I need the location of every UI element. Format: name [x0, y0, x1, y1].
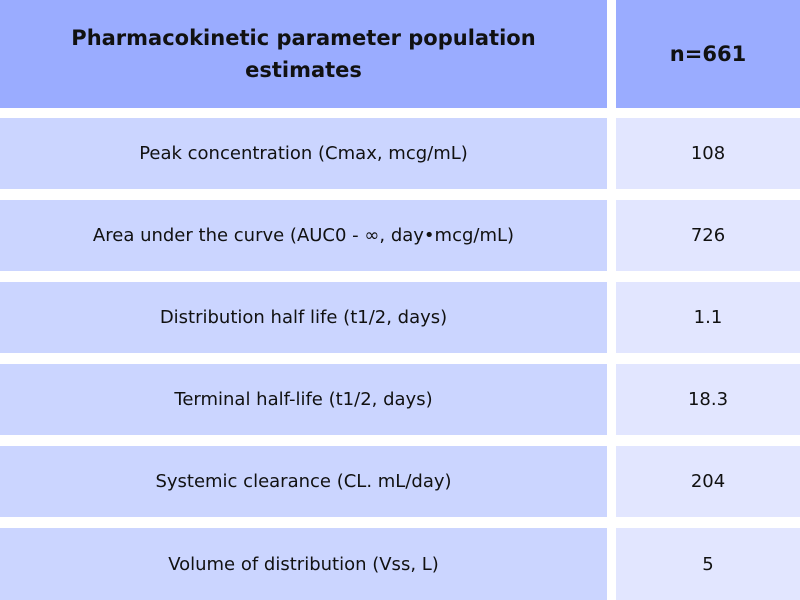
value-cell: 1.1 — [616, 282, 800, 353]
table-row: Terminal half-life (t1/2, days) 18.3 — [0, 364, 800, 435]
value-cell: 726 — [616, 200, 800, 271]
value-label: 18.3 — [687, 389, 729, 410]
parameter-cell: Distribution half life (t1/2, days) — [0, 282, 607, 353]
table-row: Systemic clearance (CL. mL/day) 204 — [0, 446, 800, 517]
value-cell: 108 — [616, 118, 800, 189]
value-label: 5 — [702, 553, 714, 575]
parameter-label: Volume of distribution (Vss, L) — [168, 553, 439, 575]
table-row: Peak concentration (Cmax, mcg/mL) 108 — [0, 118, 800, 189]
parameter-cell: Systemic clearance (CL. mL/day) — [0, 446, 607, 517]
table-header-row: Pharmacokinetic parameter population est… — [0, 0, 800, 108]
parameter-label: Terminal half-life (t1/2, days) — [174, 389, 433, 410]
value-cell: 18.3 — [616, 364, 800, 435]
value-label: 1.1 — [693, 307, 723, 328]
value-label: 204 — [690, 471, 726, 492]
header-parameter-cell: Pharmacokinetic parameter population est… — [0, 0, 607, 108]
table-row: Volume of distribution (Vss, L) 5 — [0, 528, 800, 600]
value-label: 108 — [690, 143, 726, 164]
parameter-label: Peak concentration (Cmax, mcg/mL) — [139, 143, 468, 164]
header-value-cell: n=661 — [616, 0, 800, 108]
parameter-cell: Terminal half-life (t1/2, days) — [0, 364, 607, 435]
header-parameter-label: Pharmacokinetic parameter population est… — [71, 26, 536, 82]
parameter-label: Area under the curve (AUC0 - ∞, day•mcg/… — [92, 225, 515, 246]
value-cell: 204 — [616, 446, 800, 517]
parameter-label: Distribution half life (t1/2, days) — [159, 307, 448, 328]
parameter-cell: Area under the curve (AUC0 - ∞, day•mcg/… — [0, 200, 607, 271]
parameter-cell: Volume of distribution (Vss, L) — [0, 528, 607, 600]
header-value-label: n=661 — [669, 42, 747, 66]
parameter-label: Systemic clearance (CL. mL/day) — [155, 471, 452, 492]
value-cell: 5 — [616, 528, 800, 600]
parameter-cell: Peak concentration (Cmax, mcg/mL) — [0, 118, 607, 189]
table-row: Area under the curve (AUC0 - ∞, day•mcg/… — [0, 200, 800, 271]
table-row: Distribution half life (t1/2, days) 1.1 — [0, 282, 800, 353]
value-label: 726 — [690, 225, 726, 246]
